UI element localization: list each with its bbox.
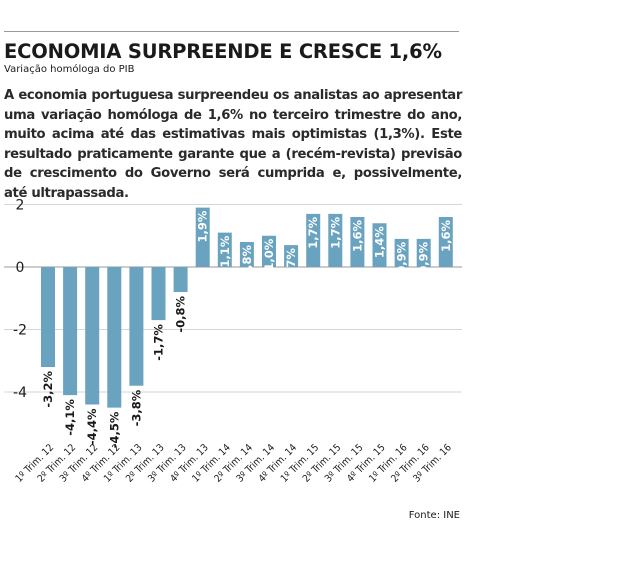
data-label: 1,6% [439, 220, 453, 252]
y-tick-label: -4 [13, 385, 27, 401]
data-label: 1,9% [196, 210, 210, 242]
bar [306, 213, 321, 267]
data-label: 0,9% [417, 241, 431, 273]
data-label: -0,8% [174, 296, 188, 333]
data-label: 1,7% [328, 216, 342, 248]
y-tick-label: 0 [16, 260, 25, 276]
bar [372, 223, 387, 267]
bar [63, 267, 78, 396]
data-label: 1,0% [262, 238, 276, 270]
top-rule [4, 31, 459, 32]
bar [239, 242, 254, 267]
bar [85, 267, 100, 405]
bar [438, 217, 453, 267]
data-label: 1,7% [306, 216, 320, 248]
bar [195, 207, 210, 267]
data-label: 1,1% [218, 235, 232, 267]
data-label: 0,9% [395, 241, 409, 273]
bar [394, 238, 409, 267]
data-label: -4,5% [107, 411, 121, 448]
data-label: -4,4% [85, 408, 99, 445]
source-note: Fonte: INE [408, 510, 460, 521]
chart-subtitle: Variação homóloga do PIB [4, 64, 135, 75]
data-label: 1,6% [350, 220, 364, 252]
bar [416, 238, 431, 267]
bar [284, 245, 299, 267]
data-label: -4,1% [63, 399, 77, 436]
article-text: A economia portuguesa surpreendeu os ana… [4, 88, 462, 201]
bar [173, 267, 188, 292]
bar [262, 235, 276, 267]
chart-title: ECONOMIA SURPREENDE E CRESCE 1,6% [4, 40, 442, 63]
data-label: -3,2% [41, 371, 55, 408]
y-tick-label: 2 [16, 198, 25, 214]
bar [217, 232, 232, 267]
bar [151, 267, 166, 321]
bar [107, 267, 122, 408]
bar [328, 213, 343, 267]
data-label: 0,7% [284, 248, 298, 280]
data-label: -3,8% [129, 389, 143, 426]
data-label: 1,4% [373, 226, 387, 258]
data-label: -1,7% [152, 324, 166, 361]
bar [129, 267, 144, 386]
bar [350, 217, 365, 267]
data-label: 0,8% [240, 245, 254, 277]
bar [41, 267, 55, 367]
bar-chart: 20-2-4 -3,2%1º Trim. 12-4,1%2º Trim. 12-4… [4, 198, 462, 485]
y-tick-label: -2 [13, 323, 27, 339]
